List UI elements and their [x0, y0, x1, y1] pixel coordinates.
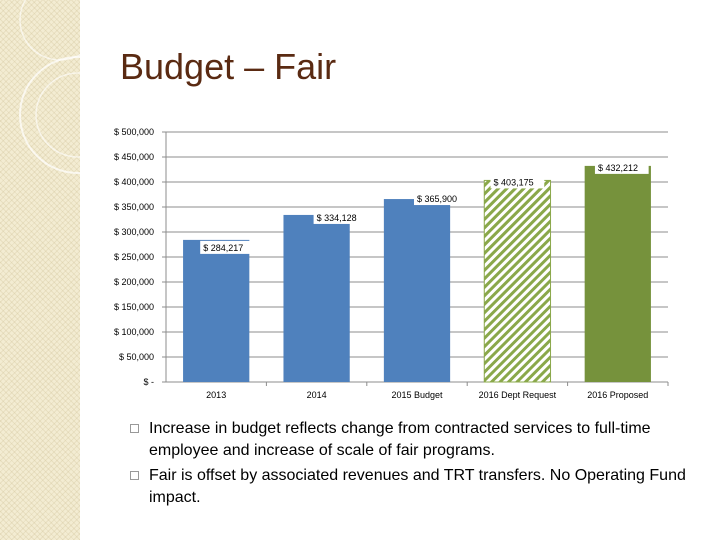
decorative-circles — [19, 0, 80, 174]
bar — [483, 179, 552, 383]
bullet-text: Fair is offset by associated revenues an… — [149, 467, 686, 506]
page-title: Budget – Fair — [120, 46, 337, 87]
bullet-square-icon — [130, 471, 139, 480]
side-decoration — [0, 0, 80, 540]
x-tick-label: 2016 Dept Request — [479, 390, 557, 400]
y-tick-label: $ 500,000 — [114, 127, 154, 137]
y-tick-label: $ 250,000 — [114, 252, 154, 262]
y-tick-label: $ 50,000 — [119, 352, 154, 362]
data-label: $ 284,217 — [203, 243, 243, 253]
bullet-text: Increase in budget reflects change from … — [149, 420, 651, 459]
bullet-item: Increase in budget reflects change from … — [128, 418, 698, 462]
bullet-list: Increase in budget reflects change from … — [128, 418, 698, 512]
y-tick-label: $ 450,000 — [114, 152, 154, 162]
y-tick-label: $ 150,000 — [114, 302, 154, 312]
y-tick-label: $ - — [143, 377, 154, 387]
y-tick-label: $ 400,000 — [114, 177, 154, 187]
x-tick-label: 2016 Proposed — [587, 390, 648, 400]
data-labels: $ 284,217 $ 334,128 $ 365,900 $ 403,175 $ 43… — [200, 160, 649, 254]
x-tick-label: 2015 Budget — [391, 390, 443, 400]
y-tick-label: $ 100,000 — [114, 327, 154, 337]
bullet-item: Fair is offset by associated revenues an… — [128, 465, 698, 509]
bar — [383, 199, 451, 382]
bar — [584, 165, 651, 382]
data-label: $ 334,128 — [317, 213, 357, 223]
data-label-bg — [200, 240, 254, 254]
y-tick-label: $ 350,000 — [114, 202, 154, 212]
y-axis-ticks: $ - $ 50,000 $ 100,000 $ 150,000 $ 200,000 $ … — [114, 127, 154, 387]
data-label: $ 365,900 — [417, 194, 457, 204]
data-label: $ 432,212 — [598, 163, 638, 173]
x-axis-ticks: 2013 2014 2015 Budget 2016 Dept Request 2016… — [206, 382, 669, 400]
bullet-square-icon — [130, 424, 139, 433]
bar — [183, 239, 250, 382]
x-tick-label: 2013 — [206, 390, 226, 400]
data-label-bg — [313, 210, 368, 224]
data-label-bg — [490, 175, 545, 189]
y-tick-label: $ 300,000 — [114, 227, 154, 237]
y-tick-label: $ 200,000 — [114, 277, 154, 287]
bar-chart: $ - $ 50,000 $ 100,000 $ 150,000 $ 200,000 $ … — [114, 127, 669, 400]
x-tick-label: 2014 — [307, 390, 327, 400]
bars — [183, 165, 651, 383]
data-label-bg — [594, 160, 649, 174]
data-label: $ 403,175 — [494, 177, 534, 187]
bar — [283, 214, 350, 382]
data-label-bg — [414, 192, 468, 206]
